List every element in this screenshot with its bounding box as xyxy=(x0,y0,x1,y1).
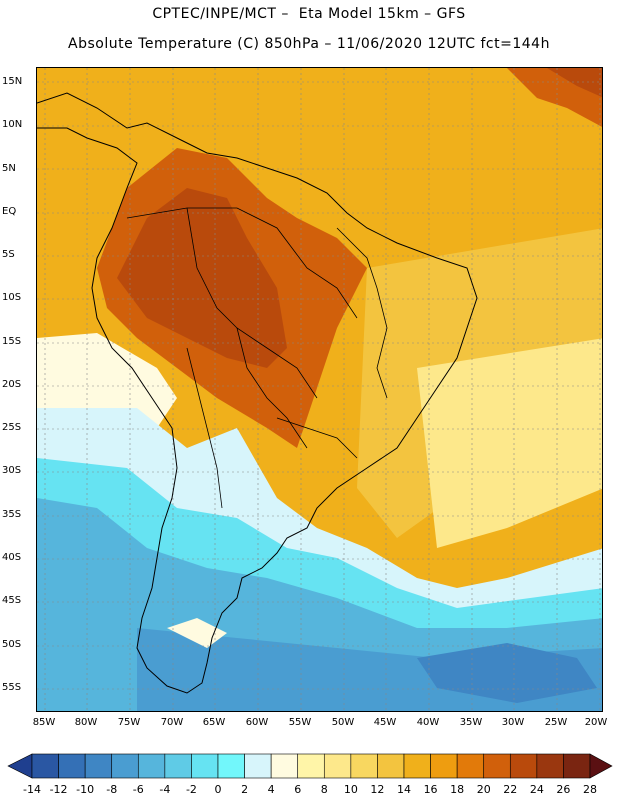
colorbar-swatch xyxy=(244,753,272,779)
hotter-ne-region xyxy=(547,68,602,98)
lat-label: 5N xyxy=(2,163,16,174)
lon-label: 45W xyxy=(373,717,397,728)
lat-label: 15S xyxy=(2,336,22,347)
colorbar-tick-label: 18 xyxy=(450,783,465,796)
colorbar-tick-label: 0 xyxy=(214,783,222,796)
colorbar-tick-label: 22 xyxy=(503,783,518,796)
colorbar-swatch xyxy=(350,753,378,779)
lon-label: 80W xyxy=(74,717,98,728)
lon-label: 40W xyxy=(416,717,440,728)
lon-label: 60W xyxy=(245,717,269,728)
colorbar xyxy=(7,753,613,779)
colorbar-tick-label: 4 xyxy=(267,783,275,796)
colorbar-arrow-high xyxy=(589,753,613,779)
colorbar-tick-label: 28 xyxy=(583,783,597,796)
colorbar-tick-label: 14 xyxy=(397,783,411,796)
lon-label: 20W xyxy=(584,717,608,728)
lon-label: 50W xyxy=(331,717,355,728)
lat-label: 45S xyxy=(2,595,22,606)
colorbar-tick-label: -12 xyxy=(49,783,68,796)
colorbar-swatch xyxy=(563,753,591,779)
lat-label: 40S xyxy=(2,552,22,563)
colorbar-arrow-low xyxy=(7,753,33,779)
lon-label: 65W xyxy=(202,717,226,728)
lat-label: 35S xyxy=(2,509,22,520)
colorbar-swatch xyxy=(536,753,564,779)
lon-label: 25W xyxy=(544,717,568,728)
chart-title-line1: CPTEC/INPE/MCT – Eta Model 15km – GFS xyxy=(152,6,466,22)
temperature-map xyxy=(36,67,603,712)
lon-label: 85W xyxy=(32,717,56,728)
lat-label: 5S xyxy=(2,249,15,260)
colorbar-swatch xyxy=(403,753,431,779)
chart-title-line2: Absolute Temperature (C) 850hPa – 11/06/… xyxy=(68,36,550,52)
colorbar-swatch xyxy=(509,753,538,779)
lon-label: 35W xyxy=(459,717,483,728)
colorbar-tick-label: 16 xyxy=(423,783,438,796)
colorbar-swatch xyxy=(270,753,299,779)
lon-label: 70W xyxy=(160,717,184,728)
colorbar-tick-label: 24 xyxy=(529,783,544,796)
lat-label: EQ xyxy=(2,206,17,217)
lat-label: 25S xyxy=(2,422,22,433)
colorbar-swatch xyxy=(430,753,458,779)
colorbar-tick-label: -8 xyxy=(106,783,118,796)
pale-east-band xyxy=(417,338,602,548)
colorbar-swatch xyxy=(456,753,485,779)
colorbar-swatch xyxy=(164,753,192,779)
lon-label: 75W xyxy=(117,717,141,728)
country-borders xyxy=(126,207,388,509)
lat-label: 20S xyxy=(2,379,22,390)
lon-label: 55W xyxy=(288,717,312,728)
colorbar-tick-label: 2 xyxy=(241,783,249,796)
colorbar-swatch xyxy=(111,753,139,779)
map-canvas xyxy=(37,68,602,711)
lat-label: 15N xyxy=(2,76,23,87)
colorbar-tick-label: -4 xyxy=(159,783,171,796)
colorbar-tick-label: -6 xyxy=(132,783,144,796)
colorbar-tick-label: 20 xyxy=(476,783,491,796)
colorbar-swatch xyxy=(58,753,86,779)
lat-label: 50S xyxy=(2,639,22,650)
colorbar-tick-label: 12 xyxy=(370,783,385,796)
continent-outline xyxy=(37,92,478,694)
colorbar-swatch xyxy=(483,753,511,779)
cool-deeper-zone xyxy=(417,643,597,703)
lon-label: 30W xyxy=(501,717,525,728)
colorbar-tick-label: 26 xyxy=(556,783,571,796)
colorbar-swatch xyxy=(191,753,219,779)
colorbar-swatch xyxy=(84,753,113,779)
lat-label: 10N xyxy=(2,119,23,130)
lat-label: 30S xyxy=(2,465,22,476)
colorbar-swatch xyxy=(31,753,59,779)
colorbar-swatch xyxy=(137,753,166,779)
lat-label: 10S xyxy=(2,292,22,303)
colorbar-swatch xyxy=(297,753,325,779)
colorbar-tick-label: -14 xyxy=(23,783,41,796)
lat-label: 55S xyxy=(2,682,22,693)
colorbar-swatch xyxy=(217,753,245,779)
colorbar-tick-label: -10 xyxy=(76,783,95,796)
colorbar-tick-label: 10 xyxy=(343,783,358,796)
colorbar-tick-label: 8 xyxy=(320,783,328,796)
colorbar-tick-label: 6 xyxy=(294,783,302,796)
colorbar-swatch xyxy=(323,753,352,779)
colorbar-swatch xyxy=(377,753,405,779)
colorbar-tick-label: -2 xyxy=(185,783,197,796)
